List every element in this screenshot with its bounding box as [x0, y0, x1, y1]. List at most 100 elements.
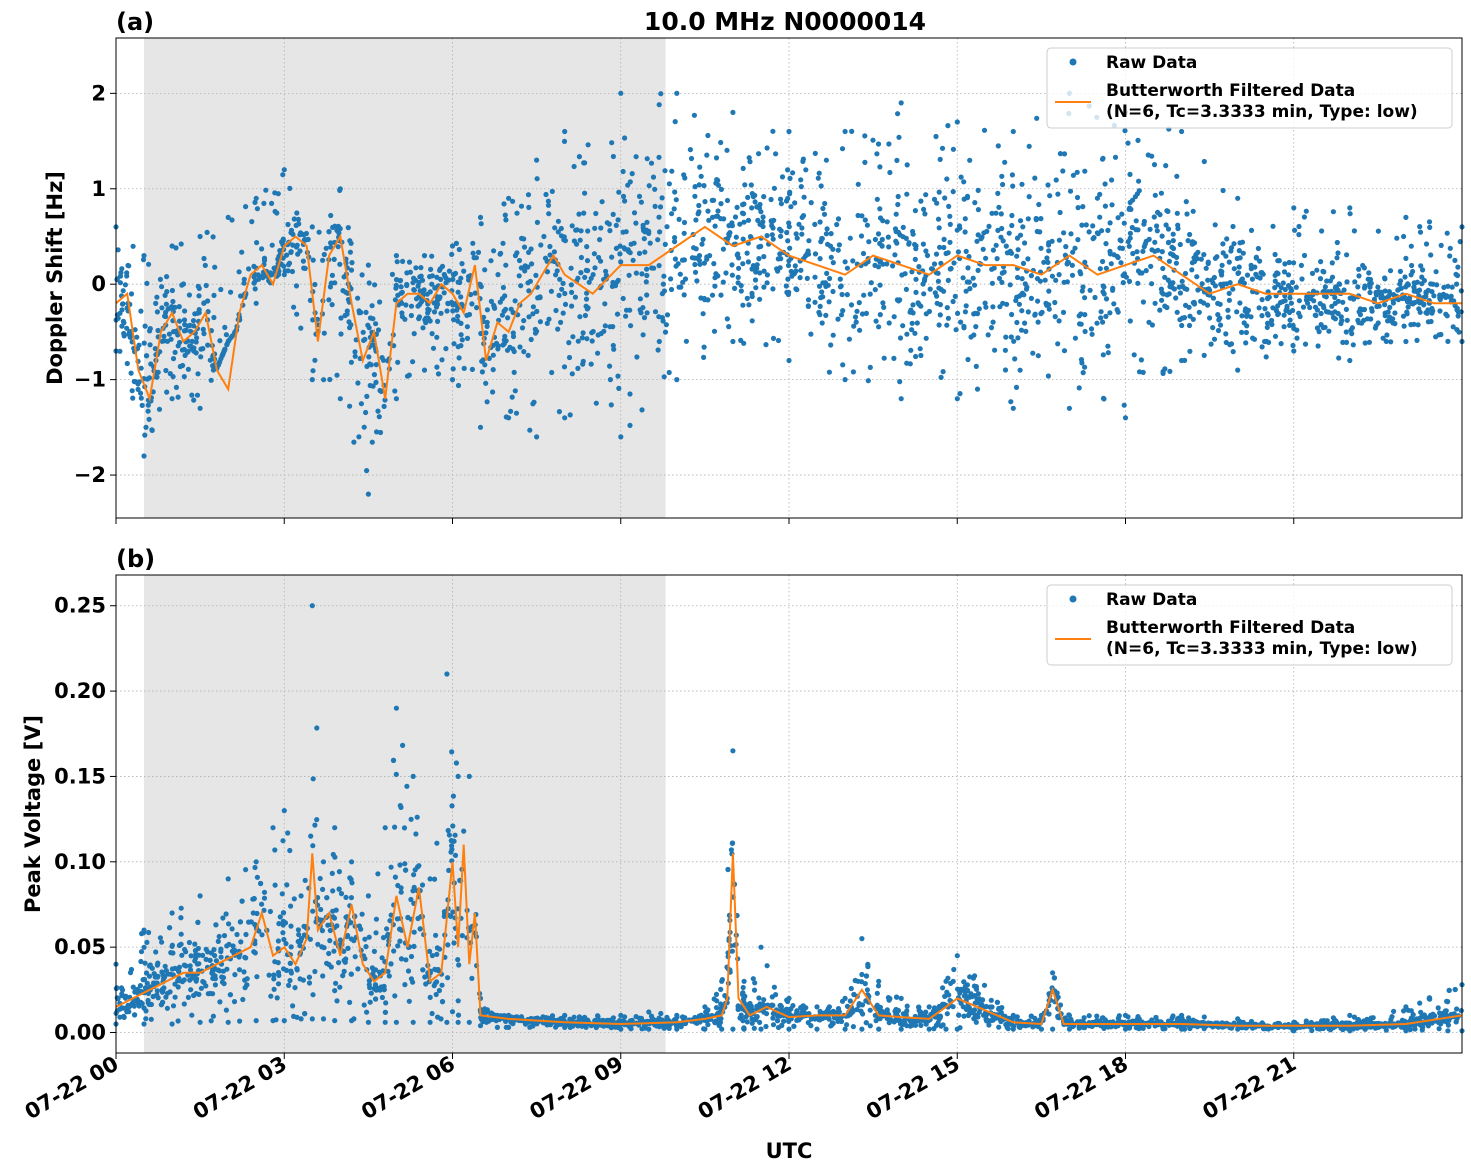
raw-data-point — [1205, 259, 1211, 265]
raw-data-point — [1454, 272, 1461, 279]
raw-data-point — [1257, 275, 1263, 281]
raw-data-point — [288, 903, 294, 909]
raw-data-point — [761, 254, 767, 260]
raw-data-point — [449, 803, 455, 809]
raw-data-point — [329, 272, 335, 278]
raw-data-point — [365, 491, 371, 497]
raw-data-point — [1448, 293, 1454, 299]
raw-data-point — [983, 255, 989, 261]
raw-data-point — [362, 336, 368, 342]
raw-data-point — [842, 259, 848, 265]
raw-data-point — [1288, 300, 1294, 306]
raw-data-point — [644, 272, 650, 279]
raw-data-point — [1187, 313, 1193, 319]
raw-data-point — [252, 950, 258, 956]
raw-data-point — [962, 216, 968, 222]
raw-data-point — [261, 907, 267, 913]
raw-data-point — [1002, 159, 1008, 165]
raw-data-point — [893, 211, 899, 217]
raw-data-point — [1425, 319, 1431, 325]
raw-data-point — [1300, 304, 1307, 310]
raw-data-point — [146, 973, 153, 979]
raw-data-point — [749, 318, 755, 324]
raw-data-point — [1009, 311, 1015, 318]
raw-data-point — [609, 140, 615, 146]
raw-data-point — [181, 1001, 187, 1007]
raw-data-point — [581, 210, 587, 216]
raw-data-point — [474, 305, 480, 311]
raw-data-point — [1109, 177, 1115, 183]
raw-data-point — [561, 234, 567, 240]
raw-data-point — [850, 1024, 857, 1030]
raw-data-point — [1388, 1016, 1394, 1023]
raw-data-point — [138, 390, 144, 396]
raw-data-point — [411, 872, 417, 878]
raw-data-point — [991, 265, 997, 271]
raw-data-point — [336, 869, 342, 875]
raw-data-point — [173, 384, 179, 390]
raw-data-point — [1165, 277, 1171, 283]
raw-data-point — [1226, 290, 1232, 296]
raw-data-point — [875, 231, 882, 237]
raw-data-point — [464, 335, 471, 341]
raw-data-point — [1082, 259, 1088, 265]
raw-data-point — [1126, 243, 1132, 249]
raw-data-point — [519, 235, 525, 241]
raw-data-point — [617, 251, 623, 257]
raw-data-point — [583, 267, 589, 273]
raw-data-point — [271, 976, 277, 982]
raw-data-point — [593, 210, 599, 217]
raw-data-point — [1088, 326, 1095, 332]
panel-a-legend: Raw Data Butterworth Filtered Data (N=6,… — [1046, 47, 1453, 129]
raw-data-point — [501, 201, 507, 207]
raw-data-point — [275, 938, 281, 944]
raw-data-point — [940, 1022, 946, 1028]
raw-data-point — [163, 367, 169, 374]
raw-data-point — [254, 206, 260, 212]
raw-data-point — [1366, 339, 1372, 345]
raw-data-point — [761, 284, 767, 290]
raw-data-point — [1056, 272, 1062, 278]
raw-data-point — [1173, 260, 1179, 266]
raw-data-point — [1421, 302, 1427, 308]
raw-data-point — [451, 940, 457, 946]
raw-data-point — [849, 128, 855, 134]
raw-data-point — [363, 944, 369, 950]
raw-data-point — [172, 994, 178, 1000]
raw-data-point — [1301, 214, 1307, 220]
raw-data-point — [187, 967, 194, 973]
raw-data-point — [1387, 268, 1394, 274]
raw-data-point — [839, 146, 846, 152]
raw-data-point — [143, 1008, 149, 1014]
raw-data-point — [1400, 313, 1407, 319]
raw-data-point — [990, 247, 997, 253]
raw-data-point — [1444, 230, 1450, 236]
raw-data-point — [155, 327, 161, 334]
raw-data-point — [963, 303, 969, 309]
raw-data-point — [898, 100, 904, 106]
raw-data-point — [545, 198, 552, 204]
raw-data-point — [592, 265, 598, 271]
raw-data-point — [1015, 247, 1021, 253]
raw-data-point — [1418, 263, 1424, 269]
raw-data-point — [993, 210, 999, 216]
raw-data-point — [201, 255, 207, 262]
raw-data-point — [598, 225, 604, 231]
raw-data-point — [627, 307, 633, 313]
raw-data-point — [1429, 310, 1435, 316]
raw-data-point — [1264, 311, 1271, 317]
raw-data-point — [319, 928, 325, 934]
raw-data-point — [446, 268, 452, 274]
raw-data-point — [584, 258, 591, 264]
raw-data-point — [1001, 269, 1007, 275]
raw-data-point — [805, 297, 812, 303]
raw-data-point — [142, 960, 148, 966]
raw-data-point — [1160, 291, 1166, 297]
raw-data-point — [606, 221, 612, 227]
raw-data-point — [1418, 1009, 1424, 1015]
raw-data-point — [718, 292, 724, 298]
raw-data-point — [962, 309, 969, 315]
raw-data-point — [1452, 257, 1458, 263]
raw-data-point — [1201, 1026, 1207, 1032]
raw-data-point — [620, 295, 626, 302]
